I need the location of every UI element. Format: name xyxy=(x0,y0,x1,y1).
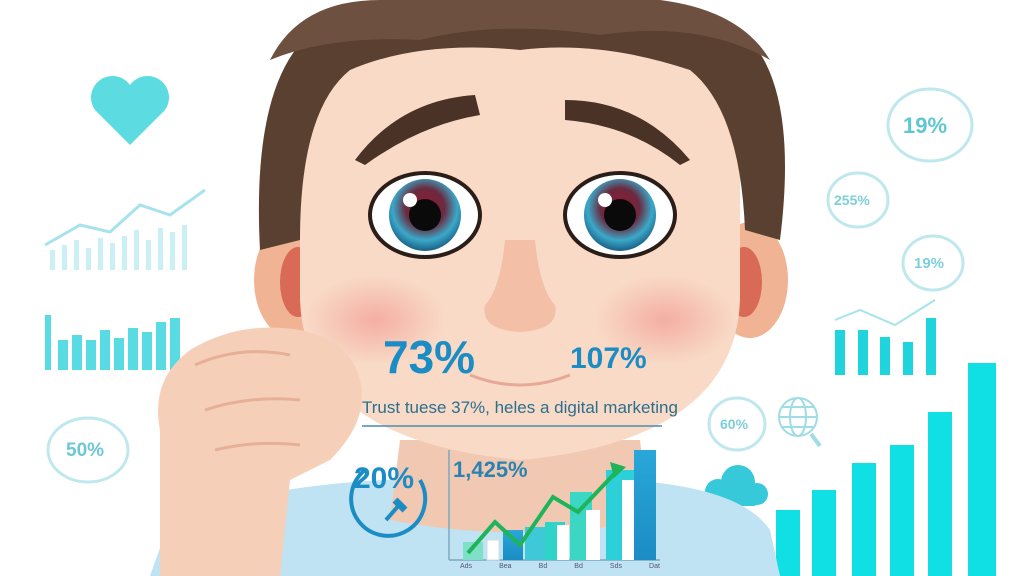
bubble-right-small-text: 60% xyxy=(720,416,749,432)
left-bar-chart xyxy=(45,315,180,370)
left-eyebrow xyxy=(355,95,480,165)
mouth xyxy=(469,373,571,387)
bar xyxy=(525,527,545,560)
bar xyxy=(557,525,569,560)
bar xyxy=(503,530,523,560)
right-eyebrow xyxy=(565,100,690,165)
right-big-bar-chart xyxy=(740,363,996,576)
left-eye xyxy=(368,171,482,259)
bubble-top xyxy=(886,87,974,163)
tick-label: Sds xyxy=(609,563,622,570)
tick-label: Bd xyxy=(574,563,583,570)
bar xyxy=(634,450,656,560)
caption: Trust tuese 37%, heles a digital marketi… xyxy=(362,398,678,417)
bar xyxy=(622,480,634,560)
character xyxy=(150,0,788,576)
bubble-lower xyxy=(901,234,965,292)
bubble-left xyxy=(46,416,130,484)
bubble-top-text: 19% xyxy=(903,113,948,138)
bubble-left-text: 50% xyxy=(66,440,105,461)
tick-label: Bea xyxy=(499,563,512,570)
tick-label: Dat xyxy=(649,563,660,570)
clock-stat: 20% xyxy=(354,462,415,495)
left-line-chart xyxy=(44,188,206,270)
bubble-mid-text: 255% xyxy=(834,192,870,208)
clock-icon xyxy=(349,468,428,538)
heart-icon xyxy=(91,75,170,145)
tick-label: Bd xyxy=(538,563,548,570)
stat-left: 73% xyxy=(383,331,476,383)
stat-right: 107% xyxy=(570,342,647,375)
growth-chart xyxy=(448,450,660,561)
right-eye xyxy=(563,171,677,259)
bar xyxy=(586,510,600,560)
bubble-mid xyxy=(826,171,890,229)
bubble-lower-text: 19% xyxy=(914,255,945,272)
bubble-right-small xyxy=(707,396,767,452)
hand xyxy=(158,327,362,576)
trend-line xyxy=(466,468,620,555)
right-small-chart xyxy=(834,299,936,375)
bar xyxy=(486,539,500,561)
globe-search-icon xyxy=(778,397,822,448)
tick-label: Ads xyxy=(460,563,473,570)
bar xyxy=(463,542,483,560)
chart-stat: 1,425% xyxy=(453,457,528,482)
chart-tick-labels: Ads Bea Bd Bd Sds Dat xyxy=(460,563,660,570)
nose xyxy=(484,240,556,332)
